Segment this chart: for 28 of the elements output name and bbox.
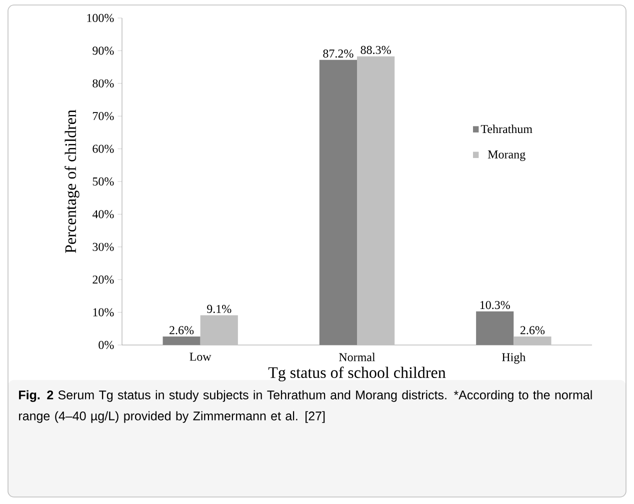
data-label: 10.3% — [480, 300, 510, 310]
y-tick-label: 50% — [92, 177, 114, 186]
y-tick-label: 100% — [87, 14, 114, 22]
y-tick-label: 30% — [92, 242, 114, 251]
bar — [200, 315, 238, 346]
legend-label: Morang — [488, 150, 526, 161]
x-axis-title: Tg status of school children — [268, 366, 446, 382]
x-tick-label: Low — [190, 352, 212, 361]
text: Fig. 2 Serum Tg status in study subjects in Tehrathum and Morang districts. *According to the normal range (4–40 µg/L) provided by Zimmermann et al. [27] — [19, 390, 592, 423]
y-tick-label: 60% — [92, 144, 114, 153]
y-tick-label: 10% — [93, 308, 114, 316]
y-axis-title: Percentage of children — [64, 110, 80, 254]
y-tick-label: 70% — [92, 112, 114, 120]
x-tick-label: Normal — [339, 352, 376, 362]
y-tick-label: 0% — [98, 340, 114, 350]
y-tick-label: 40% — [92, 210, 114, 218]
y-tick-label: 20% — [92, 276, 114, 284]
data-label: 87.2% — [323, 50, 354, 58]
y-tick-label: 90% — [92, 46, 114, 55]
legend-label: Tehrathum — [480, 124, 532, 134]
bar — [357, 56, 395, 346]
y-tick-label: 80% — [92, 79, 114, 88]
data-label: 2.6% — [170, 326, 194, 334]
x-tick-label: High — [502, 352, 526, 364]
bar — [514, 336, 552, 346]
data-label: 2.6% — [520, 326, 545, 334]
data-label: 9.1% — [207, 304, 232, 314]
data-label: 88.3% — [360, 46, 391, 54]
